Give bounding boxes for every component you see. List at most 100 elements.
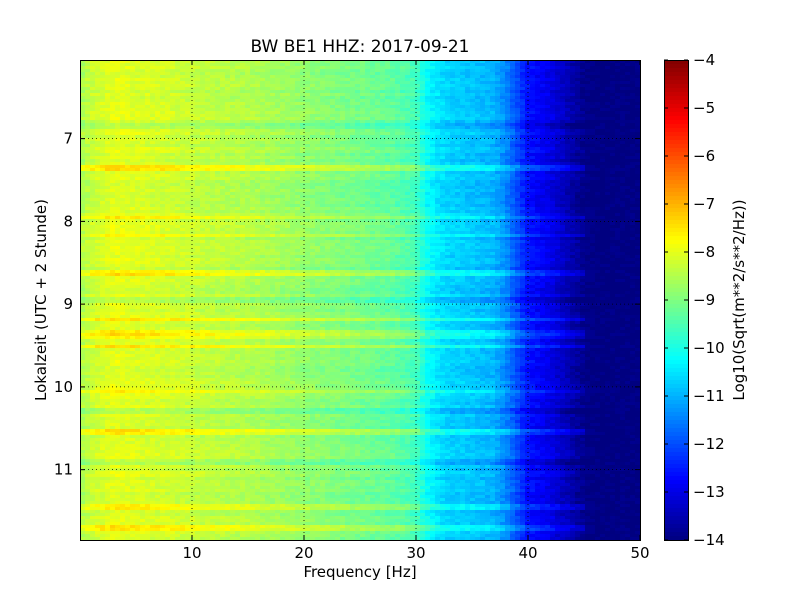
heatmap-cell [160, 84, 166, 88]
heatmap-cell [365, 144, 371, 148]
heatmap-cell [165, 162, 171, 166]
heatmap-cell [485, 156, 491, 160]
heatmap-cell [175, 192, 181, 196]
heatmap-cell [245, 105, 251, 109]
heatmap-cell [115, 129, 121, 133]
heatmap-cell [425, 93, 431, 97]
heatmap-cell [345, 60, 351, 64]
heatmap-cell [95, 96, 101, 100]
heatmap-cell [500, 138, 506, 142]
heatmap-cell [140, 81, 146, 85]
heatmap-cell [260, 81, 266, 85]
heatmap-cell [330, 135, 336, 139]
heatmap-cell [605, 135, 611, 139]
heatmap-cell [170, 138, 176, 142]
heatmap-cell [275, 138, 281, 142]
heatmap-cell [270, 168, 276, 172]
heatmap-cell [170, 111, 176, 115]
heatmap-cell [190, 141, 196, 145]
heatmap-cell [490, 183, 496, 187]
heatmap-cell [205, 156, 211, 160]
heatmap-cell [215, 192, 221, 196]
heatmap-cell [240, 120, 246, 124]
heatmap-cell [120, 123, 126, 127]
heatmap-cell [585, 153, 591, 157]
heatmap-cell [365, 60, 371, 64]
heatmap-cell [95, 105, 101, 109]
heatmap-cell [95, 192, 101, 196]
heatmap-cell [490, 105, 496, 109]
heatmap-cell [400, 60, 406, 64]
heatmap-cell [450, 162, 456, 166]
heatmap-cell [210, 147, 216, 151]
heatmap-cell [225, 93, 231, 97]
heatmap-cell [365, 186, 371, 190]
heatmap-cell [255, 138, 261, 142]
heatmap-cell [400, 168, 406, 172]
heatmap-cell [140, 60, 146, 64]
heatmap-cell [185, 186, 191, 190]
heatmap-cell [635, 162, 641, 166]
heatmap-cell [270, 129, 276, 133]
heatmap-cell [220, 186, 226, 190]
heatmap-cell [460, 153, 466, 157]
heatmap-cell [535, 132, 541, 136]
heatmap-cell [275, 108, 281, 112]
heatmap-cell [220, 183, 226, 187]
heatmap-cell [280, 96, 286, 100]
heatmap-cell [130, 78, 136, 82]
heatmap-cell [225, 117, 231, 121]
heatmap-cell [205, 102, 211, 106]
heatmap-cell [495, 147, 501, 151]
heatmap-cell [550, 129, 556, 133]
heatmap-cell [85, 192, 91, 196]
heatmap-cell [550, 69, 556, 73]
heatmap-cell [140, 93, 146, 97]
heatmap-cell [365, 69, 371, 73]
heatmap-cell [300, 180, 306, 184]
heatmap-cell [105, 105, 111, 109]
heatmap-cell [305, 66, 311, 70]
heatmap-cell [280, 165, 286, 169]
heatmap-cell [280, 162, 286, 166]
heatmap-cell [280, 87, 286, 91]
heatmap-cell [365, 81, 371, 85]
heatmap-cell [445, 117, 451, 121]
heatmap-cell [230, 165, 236, 169]
heatmap-cell [105, 177, 111, 181]
heatmap-cell [555, 141, 561, 145]
heatmap-cell [210, 102, 216, 106]
heatmap-cell [345, 192, 351, 196]
heatmap-cell [625, 96, 631, 100]
heatmap-cell [225, 78, 231, 82]
heatmap-cell [430, 81, 436, 85]
heatmap-cell [165, 168, 171, 172]
heatmap-cell [270, 120, 276, 124]
heatmap-cell [270, 117, 276, 121]
heatmap-cell [240, 135, 246, 139]
heatmap-cell [325, 174, 331, 178]
heatmap-cell [160, 66, 166, 70]
heatmap-cell [480, 162, 486, 166]
heatmap-cell [460, 99, 466, 103]
heatmap-cell [440, 159, 446, 163]
heatmap-cell [370, 165, 376, 169]
heatmap-cell [125, 144, 131, 148]
heatmap-cell [395, 99, 401, 103]
heatmap-cell [230, 138, 236, 142]
heatmap-cell [425, 159, 431, 163]
heatmap-cell [555, 93, 561, 97]
heatmap-cell [390, 141, 396, 145]
heatmap-cell [295, 93, 301, 97]
heatmap-cell [265, 153, 271, 157]
heatmap-cell [350, 150, 356, 154]
heatmap-cell [535, 99, 541, 103]
heatmap-cell [265, 189, 271, 193]
heatmap-cell [230, 90, 236, 94]
heatmap-cell [295, 117, 301, 121]
heatmap-cell [140, 66, 146, 70]
heatmap-cell [230, 93, 236, 97]
heatmap-cell [105, 120, 111, 124]
heatmap-cell [390, 99, 396, 103]
heatmap-cell [340, 180, 346, 184]
